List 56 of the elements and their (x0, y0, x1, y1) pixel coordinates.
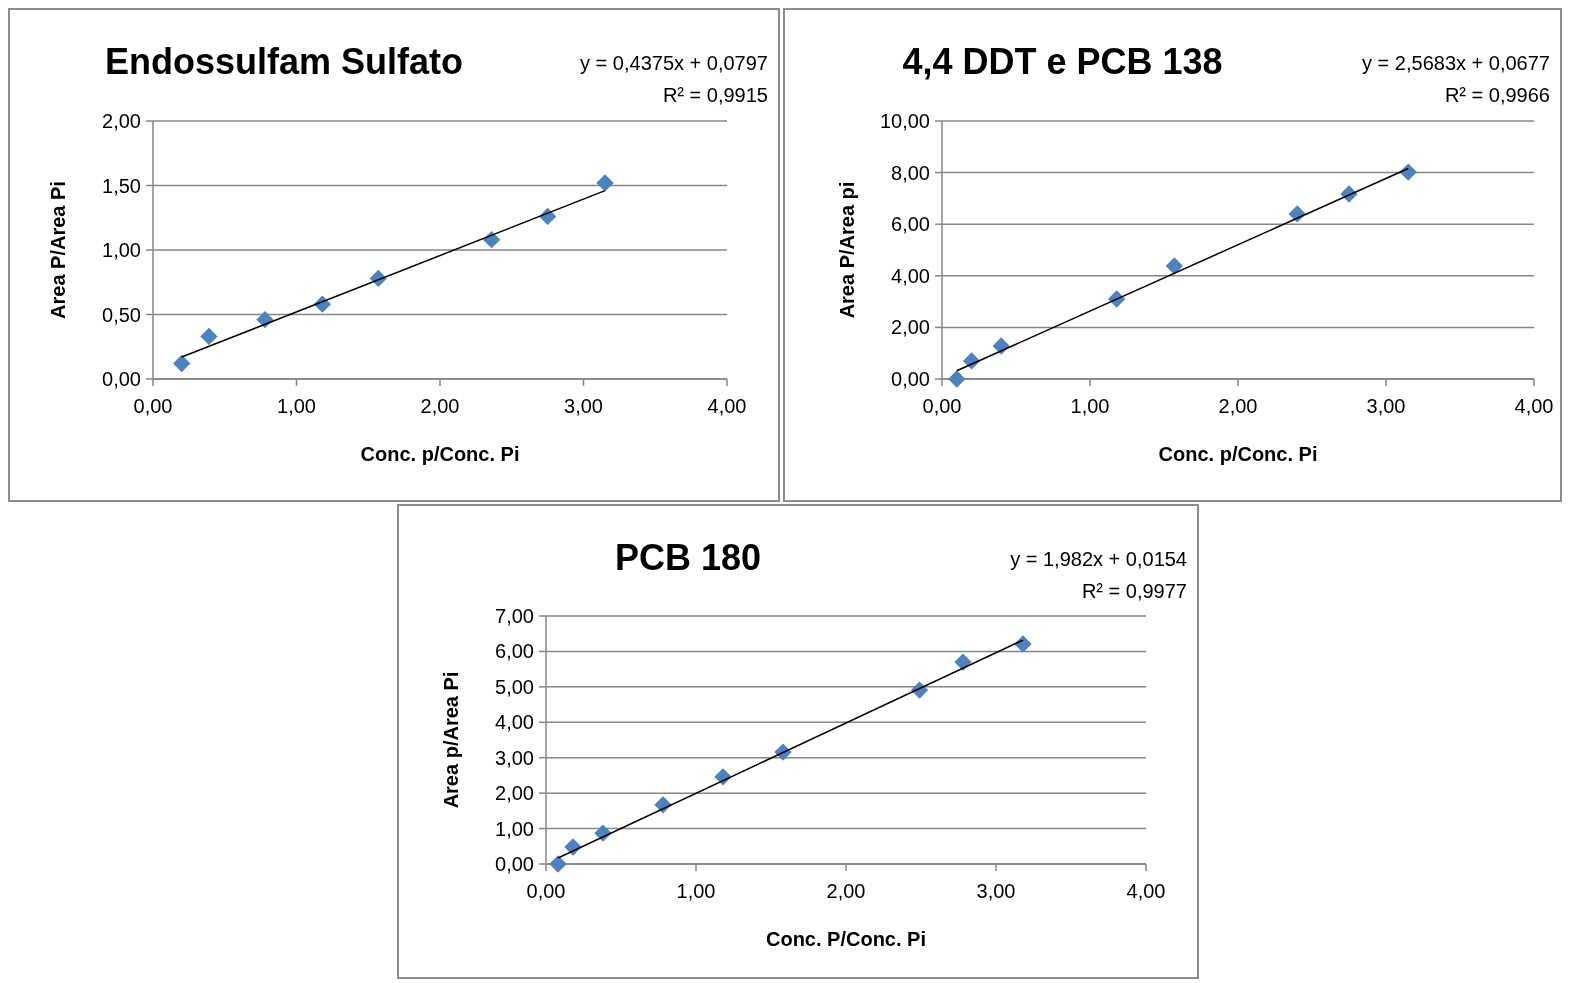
y-tick-label: 6,00 (891, 213, 930, 236)
y-tick-label: 4,00 (495, 711, 534, 734)
y-tick-label: 1,00 (102, 239, 141, 261)
point (954, 653, 972, 671)
text: y = 2,5683x + 0,0677 (1362, 52, 1550, 74)
x-axis-title: Conc. p/Conc. Pi (1158, 443, 1318, 465)
point (549, 855, 567, 873)
x-tick-label: 2,00 (826, 880, 866, 902)
x-tick-label: 3,00 (564, 395, 603, 417)
y-tick-label: 5,00 (495, 675, 534, 698)
text: R² = 0,9915 (662, 84, 768, 106)
y-tick-label: 0,00 (495, 853, 534, 875)
x-tick-label: 3,00 (976, 880, 1016, 902)
y-axis-title: Area P/Area Pi (47, 181, 69, 319)
x-tick-label: 4,00 (707, 395, 747, 417)
y-tick-label: 0,50 (102, 303, 141, 326)
x-tick-label: 3,00 (1366, 395, 1406, 417)
x-tick-label: 0,00 (526, 880, 566, 902)
x-tick-label: 2,00 (1218, 395, 1258, 417)
x-tick-label: 1,00 (1070, 395, 1110, 417)
x-tick-label: 0,00 (133, 395, 173, 417)
y-tick-label: 2,00 (495, 782, 534, 805)
y-tick-label: 10,00 (879, 110, 930, 132)
y-axis-title: Area P/Area pi (836, 181, 858, 319)
y-tick-label: 2,00 (891, 316, 930, 339)
chart-title: PCB 180 (614, 537, 762, 578)
point (200, 327, 218, 346)
y-tick-label: 2,00 (102, 110, 141, 132)
y-tick-label: 0,00 (891, 368, 930, 390)
y-tick-label: 8,00 (891, 161, 930, 184)
chart-title: Endossulfam Sulfato (104, 41, 464, 82)
y-tick-label: 7,00 (495, 605, 534, 627)
y-tick-label: 1,00 (495, 817, 534, 840)
text: R² = 0,9966 (1444, 84, 1550, 106)
x-tick-label: 4,00 (1126, 880, 1166, 902)
y-tick-label: 0,00 (102, 368, 141, 390)
y-tick-label: 3,00 (495, 746, 534, 769)
y-axis-title: Area p/Area Pi (440, 671, 462, 809)
x-axis-title: Conc. p/Conc. Pi (360, 443, 520, 465)
point (1165, 257, 1184, 275)
x-axis-title: Conc. P/Conc. Pi (765, 928, 927, 950)
x-tick-label: 1,00 (277, 395, 316, 417)
x-tick-label: 0,00 (922, 395, 962, 417)
point (948, 370, 966, 388)
y-tick-label: 1,50 (102, 174, 141, 197)
text: y = 1,982x + 0,0154 (1010, 548, 1187, 570)
text: y = 0,4375x + 0,0797 (580, 52, 768, 74)
text: R² = 0,9977 (1081, 580, 1187, 602)
chart-title: 4,4 DDT e PCB 138 (902, 41, 1223, 82)
x-tick-label: 2,00 (420, 395, 460, 417)
y-tick-label: 6,00 (495, 640, 534, 663)
x-tick-label: 4,00 (1514, 395, 1554, 417)
x-tick-label: 1,00 (676, 880, 716, 902)
point (596, 174, 614, 192)
point (173, 354, 191, 373)
y-tick-label: 4,00 (891, 264, 930, 287)
